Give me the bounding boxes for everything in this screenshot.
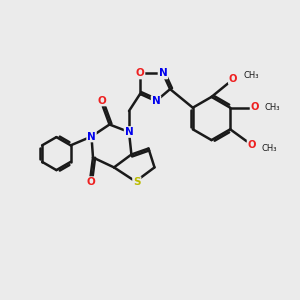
Text: N: N (124, 127, 134, 137)
Text: S: S (133, 177, 140, 187)
Text: N: N (158, 68, 167, 79)
Text: O: O (98, 95, 107, 106)
Text: N: N (152, 96, 160, 106)
Text: O: O (86, 177, 95, 187)
Text: O: O (248, 140, 256, 150)
Text: N: N (87, 131, 96, 142)
Text: O: O (250, 102, 259, 112)
Text: CH₃: CH₃ (243, 71, 259, 80)
Text: CH₃: CH₃ (265, 103, 280, 112)
Text: O: O (229, 74, 237, 84)
Text: O: O (136, 68, 145, 79)
Text: CH₃: CH₃ (262, 144, 277, 153)
